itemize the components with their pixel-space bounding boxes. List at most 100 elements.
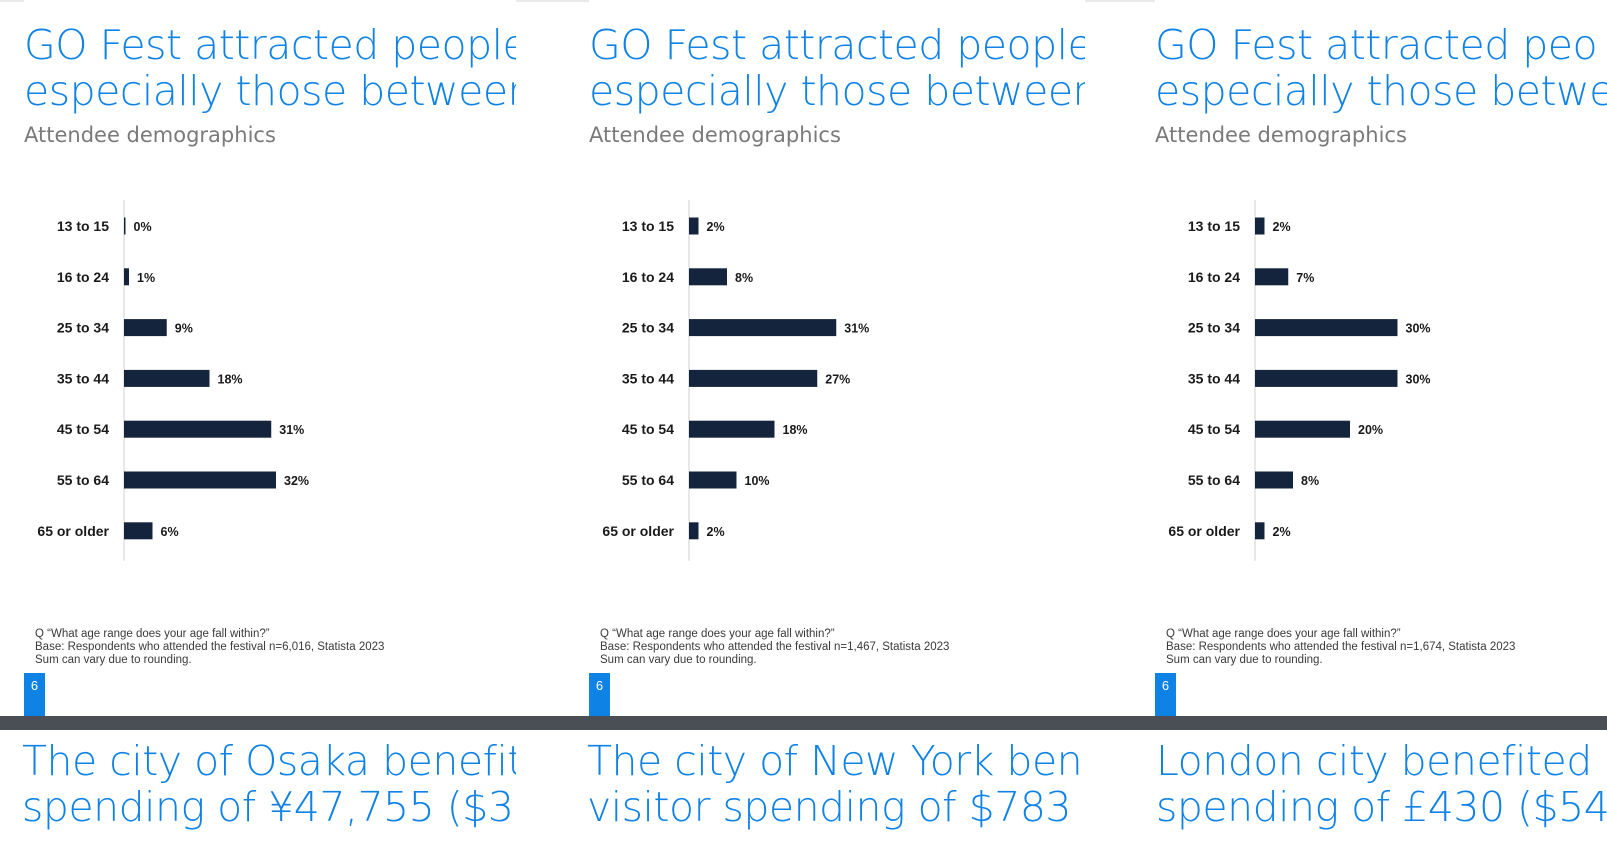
value-label: 2% xyxy=(1273,220,1291,234)
category-label: 13 to 15 xyxy=(57,218,109,234)
category-label: 35 to 44 xyxy=(57,370,109,386)
category-label: 55 to 64 xyxy=(57,472,109,488)
bar xyxy=(689,217,699,235)
next-slide-panel-3: London city benefited spending of £430 (… xyxy=(1156,730,1607,859)
value-label: 6% xyxy=(161,525,179,539)
bar xyxy=(1255,268,1289,286)
slide-title-line: London city benefited xyxy=(1156,737,1592,785)
bar xyxy=(124,217,126,235)
category-label: 45 to 54 xyxy=(622,421,674,437)
category-label: 16 to 24 xyxy=(622,269,674,285)
bar xyxy=(689,268,727,286)
footnote-rounding: Sum can vary due to rounding. xyxy=(600,654,757,666)
footnote-base: Base: Respondents who attended the festi… xyxy=(1166,641,1516,653)
slide-title-line: spending of ¥47,755 ($335 xyxy=(22,783,516,831)
bar xyxy=(124,471,276,489)
slide-title-line: spending of £430 ($54 xyxy=(1156,783,1607,831)
category-label: 65 or older xyxy=(602,523,674,539)
bar xyxy=(124,268,129,286)
slide-subtitle: Attendee demographics xyxy=(589,123,841,147)
slide-title-line: especially those between 2 xyxy=(589,67,1085,115)
value-label: 9% xyxy=(175,322,193,336)
category-label: 16 to 24 xyxy=(1188,269,1240,285)
bar xyxy=(1255,420,1350,438)
category-label: 16 to 24 xyxy=(57,269,109,285)
value-label: 31% xyxy=(279,423,304,437)
category-label: 55 to 64 xyxy=(622,472,674,488)
footnote-base: Base: Respondents who attended the festi… xyxy=(600,641,950,653)
category-label: 55 to 64 xyxy=(1188,472,1240,488)
slide-title: GO Fest attracted peo especially those b… xyxy=(1155,22,1607,114)
category-label: 13 to 15 xyxy=(622,218,674,234)
value-label: 30% xyxy=(1406,372,1431,386)
value-label: 31% xyxy=(844,322,869,336)
category-label: 35 to 44 xyxy=(1188,370,1240,386)
slide-title: GO Fest attracted people f especially th… xyxy=(24,22,516,114)
page-number-tab: 6 xyxy=(589,673,610,716)
next-slide-title: The city of Osaka benefitec spending of … xyxy=(22,738,516,830)
slide-title-line: The city of New York benefi xyxy=(587,737,1085,785)
value-label: 18% xyxy=(783,423,808,437)
bar xyxy=(1255,217,1265,235)
footnote-rounding: Sum can vary due to rounding. xyxy=(35,654,192,666)
page-number-tab: 6 xyxy=(24,673,45,716)
value-label: 8% xyxy=(735,271,753,285)
footnote-question: Q “What age range does your age fall wit… xyxy=(35,628,270,640)
footnote-question: Q “What age range does your age fall wit… xyxy=(600,628,835,640)
slide-divider xyxy=(0,716,1607,730)
value-label: 30% xyxy=(1406,322,1431,336)
bar xyxy=(124,420,272,438)
slide-panel-2: GO Fest attracted people f especially th… xyxy=(589,0,1085,716)
next-slide-title: The city of New York benefi visitor spen… xyxy=(587,738,1085,830)
slide-title-line: GO Fest attracted peo xyxy=(1155,21,1598,69)
slide-title-line: GO Fest attracted people f xyxy=(589,21,1085,69)
value-label: 10% xyxy=(745,474,770,488)
category-label: 65 or older xyxy=(37,523,109,539)
category-label: 25 to 34 xyxy=(57,320,109,336)
footnote: Q “What age range does your age fall wit… xyxy=(600,628,949,667)
age-bar-chart: 13 to 15 2% 16 to 24 8% 25 to 34 31% 35 to 44 2… xyxy=(602,200,869,561)
value-label: 2% xyxy=(707,220,725,234)
slide-subtitle: Attendee demographics xyxy=(1155,123,1407,147)
footnote: Q “What age range does your age fall wit… xyxy=(1166,628,1515,667)
page-number-tab: 6 xyxy=(1155,673,1176,716)
bar xyxy=(689,471,737,489)
bar xyxy=(689,319,837,337)
bar xyxy=(689,420,775,438)
category-label: 45 to 54 xyxy=(1188,421,1240,437)
value-label: 32% xyxy=(284,474,309,488)
slide-title-line: GO Fest attracted people f xyxy=(24,21,516,69)
bar xyxy=(689,369,818,387)
next-slide-panel-2: The city of New York benefi visitor spen… xyxy=(587,730,1085,859)
next-slide-panel-1: The city of Osaka benefitec spending of … xyxy=(22,730,516,859)
slide-panel-1: GO Fest attracted people f especially th… xyxy=(24,0,516,716)
slide-title: GO Fest attracted people f especially th… xyxy=(589,22,1085,114)
slide-panel-3: GO Fest attracted peo especially those b… xyxy=(1155,0,1607,716)
bar xyxy=(1255,471,1293,489)
category-label: 13 to 15 xyxy=(1188,218,1240,234)
slide-title-line: visitor spending of $783 ar xyxy=(587,783,1085,831)
footnote: Q “What age range does your age fall wit… xyxy=(35,628,384,667)
value-label: 20% xyxy=(1358,423,1383,437)
bar xyxy=(124,522,153,540)
category-label: 35 to 44 xyxy=(622,370,674,386)
bar xyxy=(1255,522,1265,540)
value-label: 18% xyxy=(218,372,243,386)
slide-subtitle: Attendee demographics xyxy=(24,123,276,147)
value-label: 8% xyxy=(1301,474,1319,488)
value-label: 2% xyxy=(1273,525,1291,539)
value-label: 0% xyxy=(134,220,152,234)
category-label: 65 or older xyxy=(1168,523,1240,539)
footnote-question: Q “What age range does your age fall wit… xyxy=(1166,628,1401,640)
age-bar-chart: 13 to 15 2% 16 to 24 7% 25 to 34 30% 35 to 44 3… xyxy=(1168,200,1431,561)
value-label: 27% xyxy=(825,372,850,386)
bar xyxy=(124,369,210,387)
footnote-rounding: Sum can vary due to rounding. xyxy=(1166,654,1323,666)
category-label: 25 to 34 xyxy=(1188,320,1240,336)
next-slide-title: London city benefited spending of £430 (… xyxy=(1156,738,1607,830)
slide-title-line: The city of Osaka benefitec xyxy=(22,737,516,785)
slide-title-line: especially those between 2 xyxy=(24,67,516,115)
bar xyxy=(1255,319,1398,337)
category-label: 45 to 54 xyxy=(57,421,109,437)
value-label: 1% xyxy=(137,271,155,285)
